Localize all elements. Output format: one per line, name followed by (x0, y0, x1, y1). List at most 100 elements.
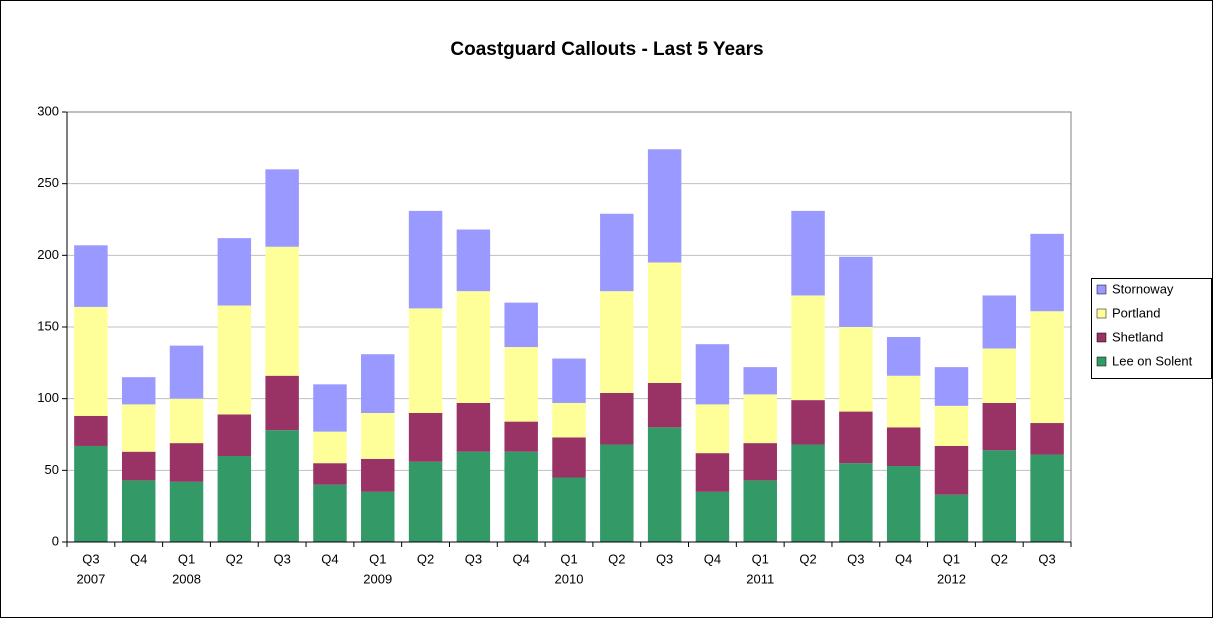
bar-segment (695, 404, 730, 454)
x-group-label: 2009 (363, 571, 392, 586)
bar-segment (504, 347, 538, 422)
bar-segment (791, 210, 825, 296)
legend-swatch (1096, 332, 1107, 343)
x-tick-label: Q1 (752, 551, 769, 566)
bar-segment (74, 245, 108, 307)
x-tick-label: Q4 (321, 551, 338, 566)
bar-segment (600, 291, 634, 393)
bar-segment (456, 291, 491, 403)
y-tick-label: 250 (37, 175, 59, 190)
bar-segment (408, 413, 443, 462)
bar-segment (217, 456, 252, 542)
bar-segment (313, 384, 347, 432)
x-tick-label: Q1 (560, 551, 577, 566)
bar-segment (552, 437, 586, 478)
y-tick-label: 100 (37, 390, 59, 405)
bar-segment (456, 229, 491, 292)
bar-segment (169, 481, 204, 542)
bar-segment (1030, 423, 1064, 455)
bar-segment (982, 402, 1017, 451)
x-tick-label: Q3 (82, 551, 99, 566)
legend-box (1091, 278, 1212, 379)
x-tick-label: Q2 (799, 551, 816, 566)
bar-segment (408, 308, 443, 413)
bar-segment (886, 466, 921, 542)
bar-segment (886, 375, 921, 428)
y-tick-label: 200 (37, 247, 59, 262)
x-tick-label: Q3 (656, 551, 673, 566)
bar-segment (169, 345, 204, 399)
x-tick-label: Q2 (991, 551, 1008, 566)
bar-segment (265, 169, 299, 247)
bar-segment (934, 405, 969, 446)
bar-segment (934, 367, 969, 406)
x-tick-label: Q3 (465, 551, 482, 566)
y-tick-label: 50 (45, 462, 59, 477)
x-group-label: 2007 (76, 571, 105, 586)
bar-segment (313, 484, 347, 542)
x-group-label: 2008 (172, 571, 201, 586)
legend-swatch (1096, 308, 1107, 319)
bar-segment (839, 327, 873, 412)
x-tick-label: Q4 (513, 551, 530, 566)
bar-segment (504, 421, 538, 452)
bar-segment (169, 443, 204, 482)
bar-segment (647, 149, 682, 263)
bar-segment (504, 302, 538, 348)
bar-segment (839, 411, 873, 464)
y-tick-label: 300 (37, 103, 59, 118)
bar-segment (982, 348, 1017, 403)
bar-segment (743, 367, 777, 395)
bar-segment (361, 491, 395, 542)
bar-segment (743, 480, 777, 542)
bar-segment (695, 344, 730, 405)
legend-label: Stornoway (1112, 281, 1174, 296)
x-group-label: 2011 (746, 571, 774, 586)
bar-segment (839, 463, 873, 542)
bar-segment (839, 256, 873, 327)
x-group-label: 2012 (937, 571, 966, 586)
bar-segment (1030, 233, 1064, 312)
y-tick-label: 0 (52, 533, 59, 548)
x-tick-label: Q3 (1038, 551, 1055, 566)
legend-swatch (1096, 356, 1107, 367)
bar-segment (121, 377, 156, 405)
x-tick-label: Q4 (704, 551, 721, 566)
bar-segment (265, 246, 299, 376)
bar-segment (265, 375, 299, 431)
chart-title: Coastguard Callouts - Last 5 Years (450, 39, 763, 60)
bar-segment (456, 451, 491, 542)
x-tick-label: Q4 (130, 551, 147, 566)
bar-segment (695, 491, 730, 542)
bar-segment (74, 445, 108, 542)
bar-segment (504, 451, 538, 542)
x-group-label: 2010 (555, 571, 584, 586)
bar-segment (791, 295, 825, 401)
bar-segment (265, 430, 299, 542)
bar-segment (1030, 454, 1064, 542)
bar-segment (552, 358, 586, 403)
bar-segment (456, 402, 491, 452)
x-tick-label: Q2 (226, 551, 243, 566)
x-tick-label: Q3 (273, 551, 290, 566)
legend-swatch (1096, 284, 1107, 295)
bar-segment (121, 451, 156, 481)
bar-segment (600, 392, 634, 445)
legend-label: Shetland (1112, 329, 1163, 344)
bar-segment (647, 382, 682, 428)
bar-segment (74, 415, 108, 446)
bar-segment (552, 477, 586, 542)
legend-label: Portland (1112, 305, 1160, 320)
bar-segment (934, 494, 969, 542)
bar-segment (791, 444, 825, 542)
bar-segment (217, 305, 252, 415)
legend-label: Lee on Solent (1112, 353, 1193, 368)
x-tick-label: Q4 (895, 551, 912, 566)
bar-segment (408, 461, 443, 542)
x-tick-label: Q1 (369, 551, 386, 566)
bar-segment (217, 238, 252, 306)
bar-segment (121, 404, 156, 452)
bar-segment (982, 295, 1017, 349)
x-tick-label: Q2 (608, 551, 625, 566)
